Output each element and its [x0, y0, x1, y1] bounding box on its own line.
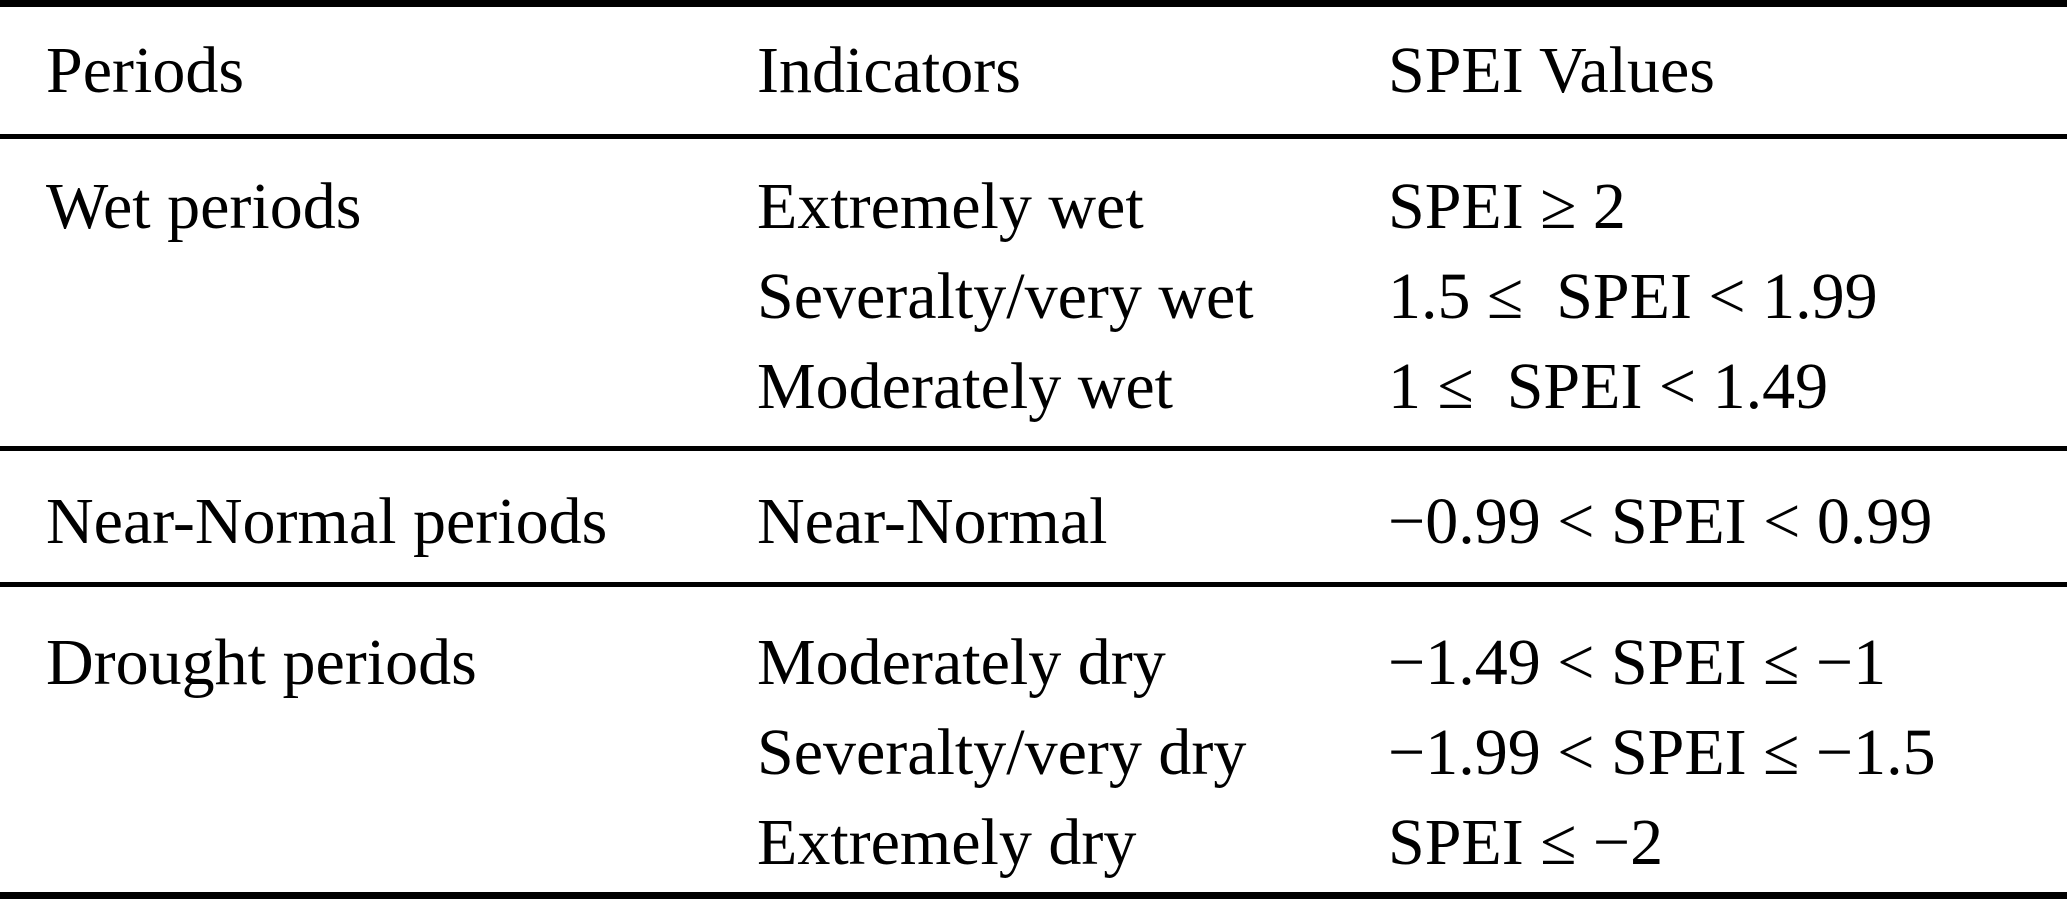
- indicator-label: Moderately wet: [757, 350, 1174, 423]
- column-header-periods: Periods: [46, 33, 244, 107]
- spei-value: −1.99 < SPEI ≤ −1.5: [1388, 716, 1936, 789]
- period-cell: Near-Normal periods: [46, 477, 757, 582]
- spei-value: SPEI ≥ 2: [1388, 170, 1626, 243]
- section-wet-periods: Wet periods Extremely wet Severalty/very…: [0, 139, 2067, 446]
- top-rule: [0, 0, 2067, 7]
- column-header-spei-values: SPEI Values: [1388, 33, 1715, 107]
- spei-value: −0.99 < SPEI < 0.99: [1388, 485, 1933, 558]
- values-cell: SPEI ≥ 2 1.5 ≤ SPEI < 1.99 1 ≤ SPEI < 1.…: [1388, 162, 2067, 446]
- period-cell: Drought periods: [46, 618, 757, 892]
- period-label: Wet periods: [46, 170, 362, 243]
- column-header-indicators: Indicators: [757, 33, 1021, 107]
- indicator-label: Severalty/very wet: [757, 260, 1254, 333]
- period-label: Drought periods: [46, 626, 477, 699]
- spei-value: SPEI ≤ −2: [1388, 806, 1664, 879]
- values-cell: −0.99 < SPEI < 0.99: [1388, 477, 2067, 582]
- indicator-label: Severalty/very dry: [757, 716, 1247, 789]
- period-label: Near-Normal periods: [46, 485, 608, 558]
- indicators-cell: Near-Normal: [757, 477, 1388, 582]
- values-cell: −1.49 < SPEI ≤ −1 −1.99 < SPEI ≤ −1.5 SP…: [1388, 618, 2067, 892]
- indicator-label: Extremely wet: [757, 170, 1144, 243]
- spei-value: −1.49 < SPEI ≤ −1: [1388, 626, 1887, 699]
- indicators-cell: Extremely wet Severalty/very wet Moderat…: [757, 162, 1388, 446]
- section-divider-rule: [0, 446, 2067, 451]
- indicator-label: Moderately dry: [757, 626, 1166, 699]
- bottom-rule: [0, 892, 2067, 899]
- indicators-cell: Moderately dry Severalty/very dry Extrem…: [757, 618, 1388, 892]
- section-divider-rule: [0, 582, 2067, 587]
- header-divider-rule: [0, 134, 2067, 139]
- period-cell: Wet periods: [46, 162, 757, 446]
- spei-value: 1 ≤ SPEI < 1.49: [1388, 350, 1829, 423]
- table-header-row: Periods Indicators SPEI Values: [0, 7, 2067, 134]
- section-near-normal-periods: Near-Normal periods Near-Normal −0.99 < …: [0, 451, 2067, 582]
- indicator-label: Extremely dry: [757, 806, 1137, 879]
- section-drought-periods: Drought periods Moderately dry Severalty…: [0, 587, 2067, 892]
- indicator-label: Near-Normal: [757, 485, 1108, 558]
- spei-value: 1.5 ≤ SPEI < 1.99: [1388, 260, 1878, 333]
